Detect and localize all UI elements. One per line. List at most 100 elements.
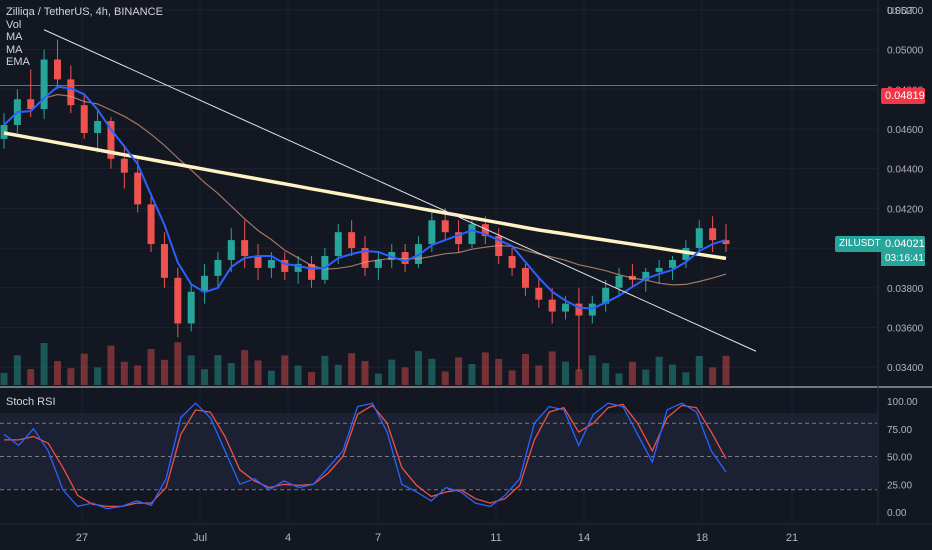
volume-bar — [388, 359, 396, 385]
time-tick-label: 11 — [490, 532, 501, 544]
legend-title: Zilliqa / TetherUS, 4h, BINANCE — [6, 6, 163, 18]
volume-bar — [669, 364, 677, 385]
symbol-tag: ZILUSDT — [835, 236, 885, 252]
volume-bar — [521, 354, 529, 385]
volume-bar — [94, 367, 102, 385]
candle-body — [374, 259, 382, 268]
volume-bar — [174, 342, 182, 385]
candle-body — [575, 303, 583, 316]
volume-bar — [575, 369, 583, 385]
candle-body — [294, 263, 302, 272]
candle-body — [401, 252, 409, 264]
price-tick-label: 0.03800 — [887, 284, 924, 295]
volume-bar — [0, 372, 8, 385]
candle-body — [722, 240, 730, 245]
candle-body — [147, 204, 155, 245]
price-tick-label: 0.04600 — [887, 125, 924, 136]
volume-bar — [588, 355, 596, 385]
volume-bar — [120, 361, 128, 385]
volume-bar — [281, 355, 289, 385]
volume-bar — [428, 358, 436, 385]
candle-body — [709, 228, 717, 241]
time-tick-label: 7 — [375, 532, 381, 544]
time-tick-label: 4 — [285, 532, 291, 544]
legend-vol: Vol — [6, 18, 22, 31]
volume-bar — [602, 363, 610, 385]
candle-body — [241, 240, 249, 257]
candle-body — [655, 267, 663, 272]
time-tick-label: 18 — [696, 532, 708, 544]
volume-bar — [361, 361, 369, 385]
price-tick-label: 0.04200 — [887, 204, 924, 215]
candle-body — [535, 287, 543, 300]
volume-bar — [241, 350, 249, 385]
candle-body — [27, 99, 35, 110]
volume-bar — [374, 373, 382, 385]
time-tick-label: 14 — [578, 532, 590, 544]
time-tick-label: 21 — [786, 532, 798, 544]
volume-bar — [709, 367, 717, 385]
candle-body — [160, 244, 168, 278]
volume-bar — [414, 351, 422, 385]
volume-bar — [134, 365, 142, 385]
volume-bar — [27, 369, 35, 385]
alert-price-tag[interactable]: 0.04819 — [881, 88, 925, 104]
volume-bar — [40, 343, 48, 385]
last-price-tag: 0.04021 — [881, 236, 925, 252]
ema-line — [3, 131, 727, 261]
ma-slow-line — [3, 93, 727, 286]
candle-body — [348, 232, 356, 249]
candle-body — [134, 172, 142, 205]
candle-body — [308, 263, 316, 280]
candle-body — [441, 220, 449, 233]
price-tick-label: 0.05000 — [887, 46, 924, 57]
legend-ma-2: MA — [6, 43, 23, 56]
volume-bar — [548, 351, 556, 385]
chart-legend: Zilliqa / TetherUS, 4h, BINANCE Vol MA M… — [6, 6, 163, 69]
candle-body — [214, 259, 222, 276]
volume-bar — [562, 361, 570, 385]
volume-bar — [468, 364, 476, 385]
candle-body — [334, 232, 342, 257]
volume-bar — [308, 372, 316, 385]
candle-body — [468, 224, 476, 245]
volume-bar — [227, 363, 235, 385]
volume-bar — [13, 355, 21, 385]
candle-body — [67, 79, 75, 106]
volume-bar — [201, 369, 209, 385]
legend-ema: EMA — [6, 56, 30, 68]
stoch-tick-label: 50.00 — [887, 453, 912, 464]
volume-bar — [682, 372, 690, 385]
candle-body — [94, 121, 102, 133]
candle-body — [562, 303, 570, 312]
time-tick-label: Jul — [193, 532, 207, 544]
legend-ma-1: MA — [6, 31, 23, 43]
volume-bar — [147, 349, 155, 385]
candle-body — [40, 59, 48, 110]
stoch-rsi-label: Stoch RSI — [6, 396, 56, 408]
candle-body — [254, 256, 262, 268]
volume-bar — [53, 361, 61, 385]
price-tick-label: 0.03600 — [887, 323, 924, 334]
candle-body — [174, 277, 182, 324]
candle-body — [428, 220, 436, 245]
candle-body — [669, 259, 677, 268]
stoch-tick-label: 25.00 — [887, 480, 912, 491]
candle-body — [187, 291, 195, 324]
volume-bar — [655, 356, 663, 385]
candle-body — [548, 299, 556, 312]
price-tick-label: 0.04400 — [887, 165, 924, 176]
candle-body — [107, 121, 115, 159]
candle-body — [695, 228, 703, 249]
volume-bar — [321, 355, 329, 385]
candle-body — [508, 256, 516, 268]
stoch-tick-label: 0.00 — [887, 508, 907, 519]
candle-body — [267, 259, 275, 268]
volume-bar — [160, 359, 168, 385]
candle-body — [481, 224, 489, 237]
time-tick-label: 27 — [76, 532, 88, 544]
volume-bar — [535, 365, 543, 385]
candle-body — [201, 275, 209, 292]
volume-bar — [348, 353, 356, 385]
